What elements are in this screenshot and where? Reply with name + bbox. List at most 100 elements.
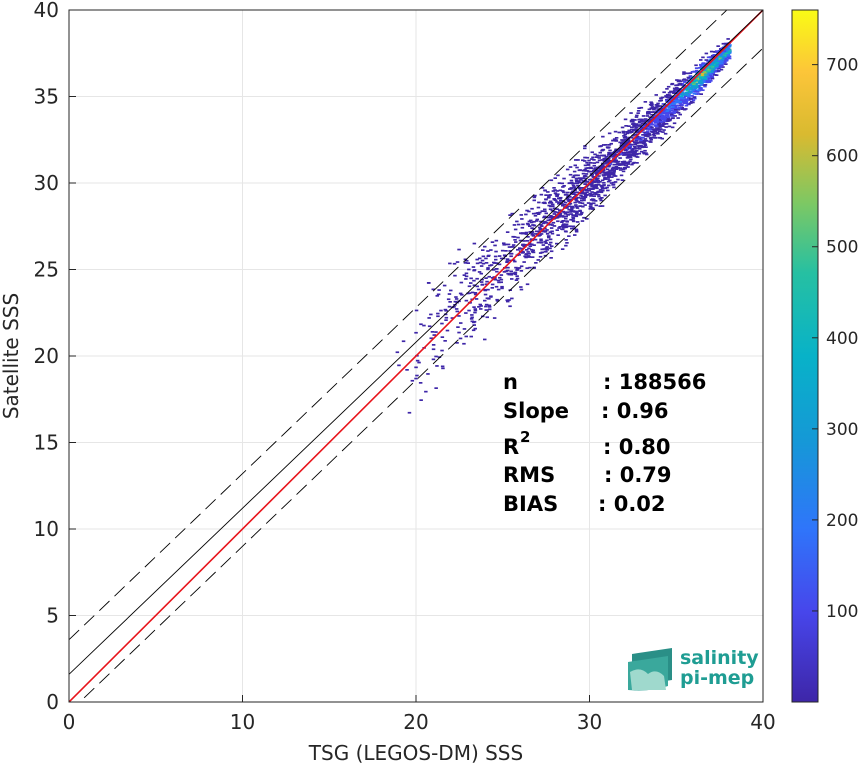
density-cell: [440, 349, 444, 352]
density-cell: [607, 132, 612, 135]
density-cell: [670, 113, 674, 116]
density-cell: [727, 57, 732, 60]
density-cell: [592, 162, 597, 164]
density-cell: [609, 182, 614, 184]
density-cell: [649, 137, 653, 140]
density-cell: [575, 180, 579, 183]
density-cell: [583, 147, 587, 150]
density-cell: [536, 259, 540, 261]
density-cell: [612, 163, 616, 166]
density-cell: [595, 187, 599, 190]
density-cell: [663, 115, 667, 118]
density-cell: [715, 66, 719, 69]
density-cell: [539, 224, 543, 226]
density-cell: [600, 186, 605, 189]
density-cell: [541, 230, 545, 233]
density-cell: [510, 278, 514, 280]
density-cell: [676, 108, 681, 111]
density-cell: [703, 76, 708, 78]
density-cell: [528, 245, 533, 247]
density-cell: [702, 80, 706, 83]
density-cell: [544, 212, 548, 215]
density-cell: [571, 197, 576, 199]
density-cell: [715, 56, 719, 59]
density-cell: [716, 45, 720, 47]
density-cell: [694, 84, 699, 87]
density-cell: [623, 133, 627, 136]
x-tick-label: 0: [63, 710, 76, 734]
density-cell: [481, 262, 486, 265]
density-cell: [521, 223, 525, 226]
density-cell: [710, 77, 715, 80]
density-cell: [656, 102, 660, 105]
y-tick-label: 5: [46, 604, 59, 628]
density-cell: [597, 183, 601, 186]
density-cell: [562, 223, 566, 225]
density-cell: [577, 169, 582, 172]
density-cell: [530, 233, 534, 236]
density-cell: [634, 142, 639, 144]
density-cell: [636, 145, 640, 147]
density-cell: [675, 96, 679, 99]
density-cell: [460, 293, 464, 296]
density-cell: [512, 224, 517, 226]
density-cell: [673, 108, 678, 111]
density-cell: [593, 172, 598, 174]
density-cell: [667, 106, 671, 109]
density-cell: [565, 197, 570, 200]
density-cell: [563, 230, 568, 233]
density-cell: [543, 189, 547, 192]
density-cell: [715, 64, 720, 66]
density-cell: [543, 215, 547, 218]
density-cell: [633, 143, 638, 146]
density-cell: [539, 233, 544, 235]
density-cell: [517, 254, 521, 256]
density-cell: [665, 93, 670, 96]
stat-n-label: n: [503, 370, 518, 394]
density-cell: [490, 277, 495, 279]
density-cell: [534, 233, 538, 235]
density-cell: [692, 96, 697, 99]
density-cell: [669, 90, 673, 93]
density-cell: [506, 243, 511, 246]
density-cell: [458, 337, 463, 340]
stat-r2-sup: 2: [520, 428, 530, 446]
density-cell: [652, 107, 657, 110]
density-cell: [530, 232, 534, 235]
density-cell: [688, 91, 692, 94]
density-cell: [560, 203, 564, 205]
density-cell: [575, 207, 580, 209]
density-cell: [724, 59, 728, 62]
density-cell: [581, 205, 585, 208]
density-cell: [619, 174, 624, 177]
density-cell: [473, 309, 478, 312]
density-cell: [651, 116, 655, 119]
density-cell: [711, 69, 716, 72]
density-cell: [658, 112, 663, 115]
density-cell: [455, 342, 459, 344]
density-cell: [594, 204, 598, 207]
density-cell: [592, 164, 596, 167]
density-cell: [659, 97, 663, 100]
density-cell: [675, 97, 679, 100]
density-cell: [499, 274, 504, 276]
density-cell: [652, 135, 657, 137]
density-cell: [630, 163, 634, 166]
density-cell: [715, 62, 720, 64]
density-cell: [520, 226, 525, 229]
density-cell: [415, 359, 420, 362]
density-cell: [646, 130, 650, 133]
density-cell: [661, 111, 666, 114]
density-cell: [514, 241, 518, 243]
density-cell: [597, 159, 602, 162]
density-cell: [565, 242, 569, 244]
density-cell: [681, 84, 685, 87]
density-cell: [455, 261, 460, 263]
density-cell: [637, 152, 642, 155]
density-cell: [600, 159, 604, 161]
density-cell: [694, 79, 698, 82]
density-cell: [665, 110, 670, 112]
density-cell: [587, 187, 591, 190]
density-cell: [621, 152, 626, 155]
density-cell: [524, 233, 528, 235]
